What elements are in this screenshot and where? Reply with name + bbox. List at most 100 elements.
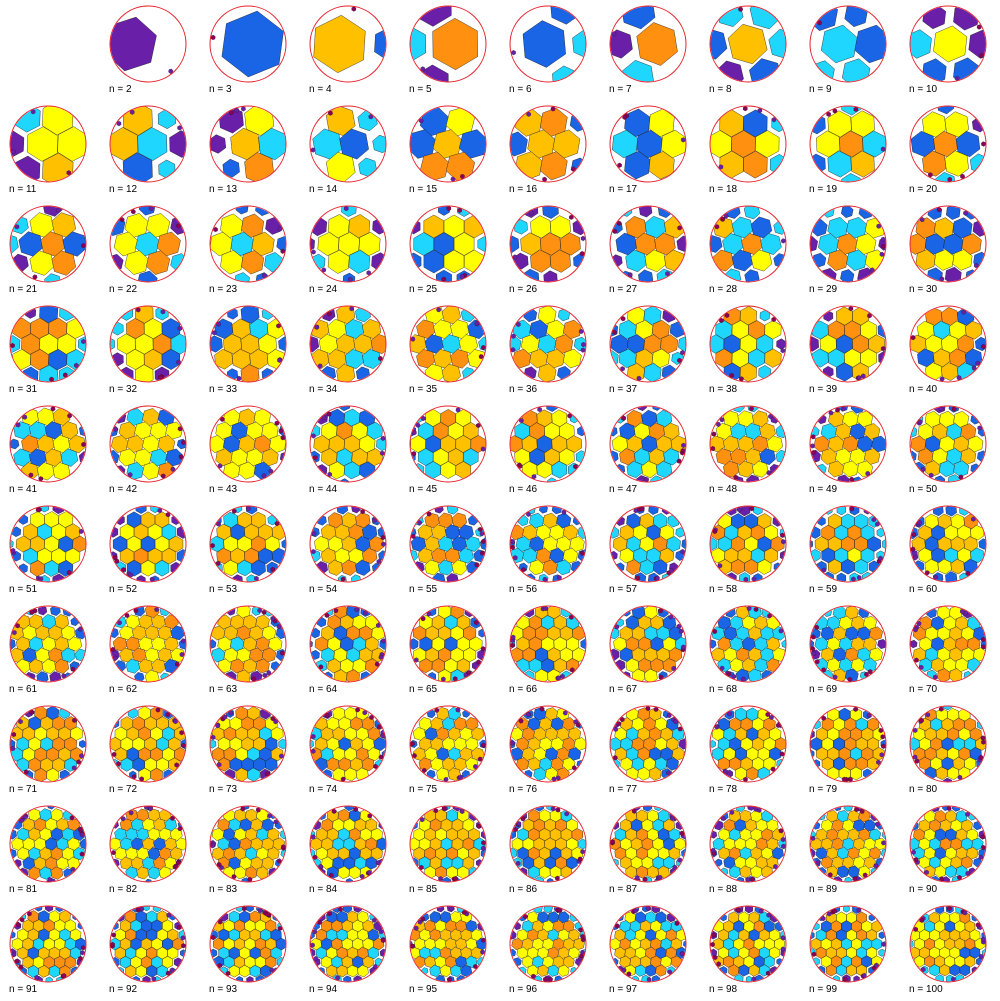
small-hexagon-tile bbox=[228, 110, 234, 116]
hexagon-tile bbox=[110, 718, 120, 729]
hexagon-tile bbox=[438, 206, 450, 216]
small-hexagon-tile bbox=[681, 644, 686, 650]
small-hexagon-tile bbox=[731, 674, 737, 680]
packing-diagram: n = 46 bbox=[501, 401, 601, 501]
hexagon-tile bbox=[748, 668, 762, 682]
hexagon-packing bbox=[609, 405, 687, 483]
small-hexagon-tile bbox=[867, 669, 873, 675]
small-hexagon-tile bbox=[30, 109, 36, 115]
hexagon-tile bbox=[372, 134, 386, 154]
packing-diagram: n = 18 bbox=[701, 101, 801, 201]
hexagon-tile bbox=[327, 559, 343, 576]
packing-diagram: n = 63 bbox=[201, 601, 301, 701]
hexagon-tile bbox=[543, 270, 558, 282]
hexagon-packing bbox=[209, 105, 287, 183]
small-hexagon-tile bbox=[914, 758, 920, 764]
hexagon-tile bbox=[530, 249, 552, 273]
hexagon-tile bbox=[877, 639, 886, 649]
packing-diagram: n = 89 bbox=[801, 801, 901, 901]
small-hexagon-tile bbox=[543, 605, 549, 612]
diagram-label: n = 37 bbox=[609, 384, 638, 395]
hexagon-tile bbox=[734, 974, 744, 982]
hexagon-tile bbox=[210, 639, 217, 649]
small-hexagon-tile bbox=[466, 670, 472, 676]
small-hexagon-tile bbox=[864, 671, 869, 677]
packing-diagram: n = 24 bbox=[301, 201, 401, 301]
small-hexagon-tile bbox=[653, 706, 659, 712]
bounding-circle bbox=[209, 205, 287, 283]
small-hexagon-tile bbox=[573, 463, 578, 470]
small-hexagon-tile bbox=[723, 213, 729, 219]
hexagon-tile bbox=[246, 906, 254, 913]
packing-diagram: n = 30 bbox=[901, 201, 1000, 301]
small-hexagon-tile bbox=[277, 357, 282, 363]
hexagon-packing bbox=[609, 505, 687, 583]
hexagon-tile bbox=[143, 349, 163, 370]
hexagon-packing bbox=[909, 905, 987, 983]
hexagon-tile bbox=[868, 334, 886, 354]
bounding-circle bbox=[809, 5, 887, 83]
hexagon-tile bbox=[432, 17, 478, 71]
hexagon-tile bbox=[28, 658, 44, 674]
small-hexagon-tile bbox=[639, 506, 645, 512]
diagram-label: n = 44 bbox=[309, 484, 338, 495]
small-hexagon-tile bbox=[627, 272, 633, 278]
hexagon-tile bbox=[710, 235, 723, 253]
hexagon-tile bbox=[362, 349, 382, 369]
hexagon-tile bbox=[70, 966, 81, 977]
hexagon-packing bbox=[509, 505, 587, 583]
hexagon-tile bbox=[625, 249, 647, 273]
hexagon-tile bbox=[572, 647, 586, 663]
small-hexagon-tile bbox=[79, 851, 85, 857]
hexagon-tile bbox=[827, 559, 842, 575]
bounding-circle bbox=[909, 705, 987, 783]
hexagon-tile bbox=[557, 366, 571, 381]
small-hexagon-tile bbox=[311, 249, 316, 255]
hexagon-packing bbox=[209, 305, 287, 383]
packing-diagram: n = 67 bbox=[601, 601, 701, 701]
small-hexagon-tile bbox=[946, 805, 952, 812]
small-hexagon-tile bbox=[510, 740, 515, 746]
small-hexagon-tile bbox=[579, 550, 585, 556]
hexagon-tile bbox=[421, 967, 429, 975]
packing-diagram: n = 21 bbox=[1, 201, 101, 301]
hexagon-packing bbox=[409, 105, 487, 183]
hexagon-tile bbox=[373, 737, 386, 751]
hexagon-packing bbox=[109, 305, 187, 383]
small-hexagon-tile bbox=[821, 567, 827, 573]
hexagon-tile bbox=[210, 335, 223, 353]
bounding-circle bbox=[709, 105, 787, 183]
hexagon-tile bbox=[955, 130, 981, 158]
hexagon-packing bbox=[309, 5, 387, 83]
diagram-label: n = 22 bbox=[109, 284, 138, 295]
diagram-label: n = 6 bbox=[509, 84, 532, 95]
hexagon-tile bbox=[949, 668, 963, 682]
hexagon-tile bbox=[73, 847, 86, 861]
small-hexagon-tile bbox=[149, 576, 155, 582]
diagram-label: n = 21 bbox=[9, 284, 38, 295]
small-hexagon-tile bbox=[32, 274, 38, 280]
hexagon-tile bbox=[644, 249, 666, 273]
hexagon-tile bbox=[945, 571, 958, 582]
small-hexagon-tile bbox=[349, 306, 355, 312]
small-hexagon-tile bbox=[848, 306, 854, 312]
diagram-label: n = 61 bbox=[9, 684, 38, 695]
packing-diagram: n = 97 bbox=[601, 901, 701, 1001]
hexagon-tile bbox=[310, 639, 313, 649]
diagram-label: n = 68 bbox=[709, 684, 738, 695]
hexagon-tile bbox=[768, 28, 786, 60]
diagram-label: n = 47 bbox=[609, 484, 638, 495]
hexagon-tile bbox=[258, 127, 286, 161]
small-hexagon-tile bbox=[312, 455, 318, 461]
small-hexagon-tile bbox=[981, 344, 986, 350]
small-hexagon-tile bbox=[510, 538, 516, 544]
bounding-circle bbox=[509, 405, 587, 483]
hexagon-tile bbox=[513, 219, 528, 235]
hexagon-tile bbox=[157, 108, 176, 129]
hexagon-tile bbox=[235, 206, 249, 215]
hexagon-tile bbox=[136, 575, 146, 582]
hexagon-tile bbox=[249, 348, 269, 370]
packing-diagram: n = 29 bbox=[801, 201, 901, 301]
hexagon-tile bbox=[638, 269, 654, 282]
hexagon-packing bbox=[109, 5, 187, 83]
